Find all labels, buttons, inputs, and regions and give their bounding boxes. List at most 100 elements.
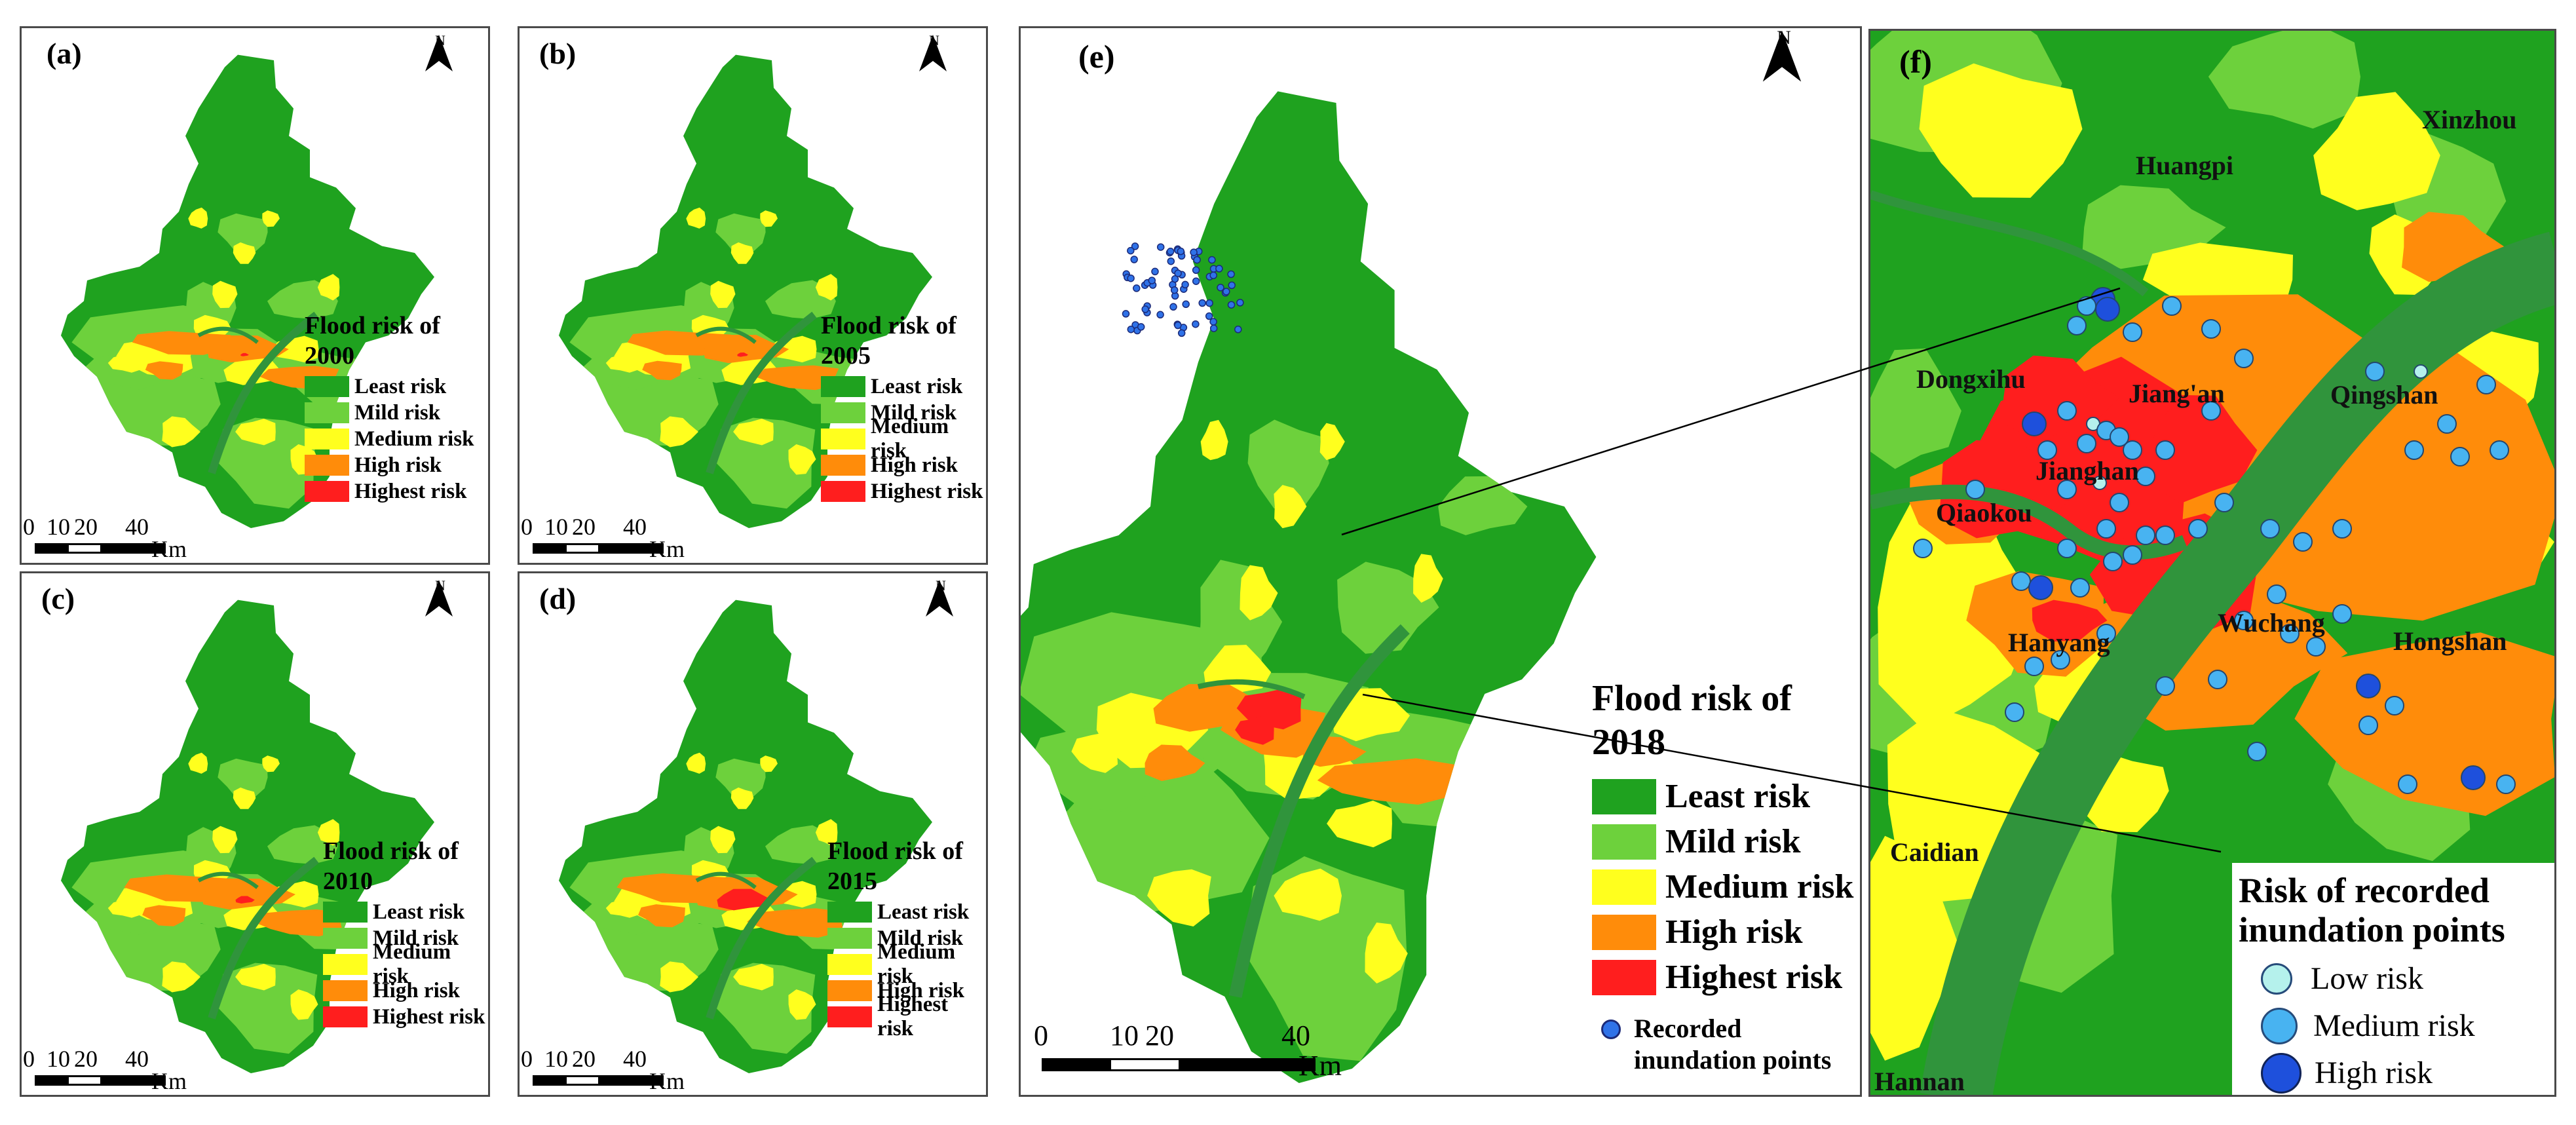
- place-label: Hongshan: [2393, 626, 2507, 656]
- legend-label: Highest risk: [877, 993, 949, 1041]
- place-label: Caidian: [1890, 837, 1979, 867]
- medium-risk-point: [2490, 440, 2509, 460]
- medium-risk-zone: [1200, 419, 1228, 461]
- medium-risk-point: [2496, 774, 2516, 794]
- legend-label: High risk: [354, 453, 442, 477]
- scale-tick-label: 10: [544, 514, 568, 540]
- legend-item-highest: Highest risk: [305, 478, 474, 505]
- high-risk-point: [2461, 765, 2486, 790]
- medium-risk-zone: [162, 961, 200, 993]
- medium-risk-point: [2096, 519, 2116, 539]
- legend-title: Risk of recorded: [2239, 871, 2490, 910]
- medium-risk-zone: [605, 353, 641, 373]
- place-label: Hannan: [1874, 1067, 1965, 1096]
- medium-risk-zone: [317, 819, 340, 846]
- mild-risk-zone: [715, 758, 766, 799]
- inundation-point: [1217, 284, 1224, 292]
- flood-risk-map-2018: [1021, 91, 1597, 1083]
- inundation-point: [1177, 329, 1186, 337]
- medium-risk-zone: [686, 752, 706, 774]
- scale-tick-label: 40: [623, 514, 647, 540]
- medium-risk-point: [2214, 493, 2234, 512]
- medium-risk-zone: [730, 242, 754, 264]
- medium-risk-zone: [262, 210, 280, 227]
- legend-item-medium: Medium risk: [827, 940, 986, 988]
- medium-risk-zone: [1147, 869, 1211, 926]
- least-risk-swatch: [827, 902, 872, 923]
- zoomed-urban-risk-map: [1870, 31, 2554, 1095]
- place-label: Qiaokou: [1936, 498, 2032, 527]
- high-risk-zone: [132, 331, 233, 355]
- inundation-point: [1137, 323, 1145, 331]
- medium-risk-point: [2067, 316, 2087, 335]
- inundation-point: [1215, 265, 1223, 273]
- inundation-point: [1148, 276, 1156, 284]
- medium-risk-zone: [1413, 554, 1443, 603]
- inundation-point: [1193, 256, 1201, 264]
- legend-item-low: Low risk: [2261, 955, 2554, 1002]
- highest-risk-zone: [240, 353, 249, 356]
- place-label: Hanyang: [2008, 628, 2110, 657]
- medium-risk-zone: [815, 819, 838, 846]
- mild-risk-zone: [715, 213, 766, 254]
- medium-risk-point: [2437, 414, 2457, 434]
- legend-label: Medium risk: [373, 940, 451, 989]
- legend-label: Least risk: [871, 374, 963, 398]
- medium-risk-point: [2234, 611, 2254, 630]
- medium-risk-point-icon: [2261, 1007, 2298, 1044]
- medium-risk-zone: [660, 416, 698, 448]
- medium-risk-zone: [107, 898, 143, 918]
- place-label: Qingshan: [2330, 380, 2438, 410]
- scale-bar-graphic: [533, 1075, 664, 1086]
- high-risk-swatch: [821, 455, 865, 476]
- han-river: [695, 326, 757, 344]
- risk-legend: Flood risk of 2000 Least risk Mild risk Me…: [305, 311, 474, 505]
- scale-bar: 0 10 20 40 Km: [23, 513, 259, 562]
- panel-label: (e): [1078, 38, 1115, 75]
- medium-risk-point: [2077, 434, 2096, 453]
- legend-item-highest: Highest risk: [821, 478, 986, 505]
- medium-risk-zone: [1274, 485, 1307, 529]
- legend-label: Least risk: [373, 900, 465, 924]
- high-risk-swatch: [305, 455, 349, 476]
- scale-tick-label: 20: [572, 514, 596, 540]
- high-risk-zone: [642, 360, 682, 381]
- medium-risk-point: [2306, 637, 2326, 657]
- map-panel-f: (f) Xinzhou Huangpi Dongxihu Jiang'an Qi…: [1868, 29, 2556, 1097]
- medium-risk-swatch: [1592, 869, 1656, 905]
- map-panel-e: (e) N Flood risk of 2018 Least risk Mild …: [1019, 26, 1862, 1097]
- scale-unit-label: Km: [649, 536, 685, 562]
- inundation-points: [1122, 242, 1244, 337]
- inundation-point: [1227, 270, 1235, 278]
- inundation-point: [1209, 324, 1218, 332]
- least-risk-swatch: [305, 376, 349, 398]
- medium-risk-zone: [710, 826, 736, 854]
- medium-risk-point: [2024, 657, 2044, 676]
- legend-item-least: Least risk: [1592, 774, 1853, 819]
- legend-year: 2015: [827, 867, 877, 895]
- legend-title: inundation points: [2239, 910, 2505, 950]
- medium-risk-zone: [733, 419, 774, 446]
- tributary: [1870, 190, 2149, 297]
- legend-label: Medium risk: [877, 940, 956, 989]
- map-panel-d: (d) N Flood risk of 2015 Least riskMild …: [518, 571, 988, 1097]
- medium-risk-point: [2123, 440, 2142, 460]
- inundation-point: [1177, 247, 1185, 256]
- mild-risk-zone: [218, 213, 268, 254]
- yangtze-river: [706, 311, 817, 474]
- high-risk-zone: [145, 361, 183, 380]
- risk-legend: Flood risk of 2010 Least risk Mild risk Me…: [323, 837, 488, 1030]
- legend-item-mild: Mild risk: [305, 400, 474, 426]
- scale-tick-label: 20: [572, 1046, 596, 1072]
- scale-tick-label: 20: [74, 1046, 98, 1072]
- low-risk-point: [2414, 364, 2428, 379]
- inundation-point: [1127, 246, 1135, 255]
- inundation-risk-legend: Risk of recorded inundation points Low r…: [2232, 863, 2554, 1095]
- medium-risk-zone: [233, 242, 256, 264]
- flood-risk-map-2005: [559, 54, 932, 529]
- legend-item-high: High risk: [821, 452, 986, 478]
- medium-risk-point: [2051, 650, 2070, 670]
- legend-item-highest: Highest risk: [323, 1004, 488, 1030]
- high-risk-point: [2356, 674, 2381, 698]
- legend-label: High risk: [1665, 913, 1803, 951]
